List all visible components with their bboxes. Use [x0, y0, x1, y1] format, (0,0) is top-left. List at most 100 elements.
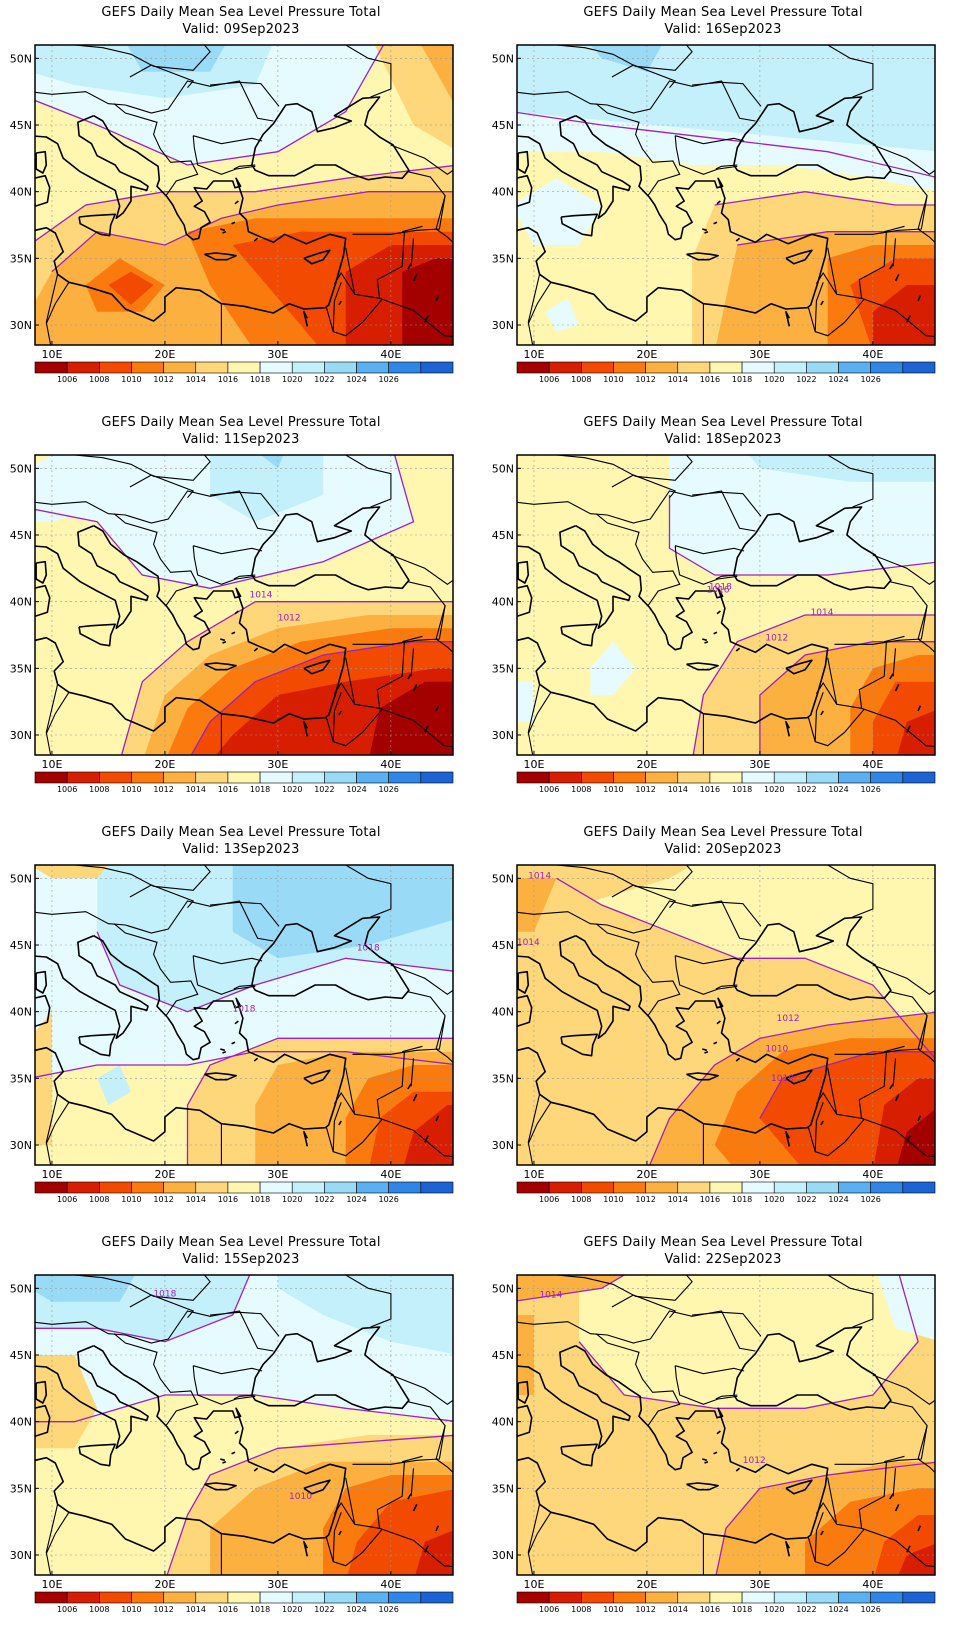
- country-border: [807, 1119, 865, 1157]
- country-border: [193, 545, 263, 555]
- colorbar-label: 1012: [153, 1195, 173, 1204]
- colorbar-swatch: [773, 1181, 807, 1194]
- longitude-label: 40E: [380, 348, 401, 361]
- colorbar: 1006 1008 1010 1012 1014 1016 1018 1020 1022 1024…: [516, 1591, 936, 1614]
- pressure-band: [35, 1011, 52, 1145]
- colorbar-label: 1010: [603, 375, 623, 384]
- coastline: [204, 1482, 237, 1491]
- country-border: [352, 581, 446, 645]
- coastline: [407, 1493, 412, 1500]
- coastline: [785, 1130, 791, 1147]
- colorbar-swatch: [356, 361, 389, 374]
- coastline: [704, 1460, 709, 1464]
- longitude-label: 10E: [41, 1168, 62, 1181]
- country-border: [715, 984, 738, 990]
- country-border: [345, 641, 405, 709]
- coastline: [820, 710, 824, 716]
- colorbar-swatch: [324, 1591, 357, 1604]
- isobar-label: 1014: [249, 591, 272, 601]
- longitude-label: 30E: [267, 758, 288, 771]
- panel-title: GEFS Daily Mean Sea Level Pressure Total: [101, 1235, 381, 1250]
- coastline: [407, 1083, 412, 1090]
- country-border: [692, 81, 762, 107]
- longitude-label: 40E: [862, 1168, 883, 1181]
- country-border: [352, 1401, 446, 1465]
- colorbar-label: 1018: [250, 1605, 270, 1614]
- colorbar-label: 1020: [282, 785, 302, 794]
- colorbar-label: 1006: [539, 785, 559, 794]
- country-border: [527, 1504, 541, 1575]
- colorbar-swatch: [806, 361, 839, 374]
- coastline: [702, 1458, 708, 1462]
- country-border: [35, 1310, 274, 1352]
- country-border: [333, 271, 356, 295]
- colorbar-label: 1024: [346, 1605, 366, 1614]
- panel-title: GEFS Daily Mean Sea Level Pressure Total: [583, 415, 863, 430]
- country-border: [595, 1333, 681, 1427]
- country-border: [917, 195, 935, 244]
- coastline: [713, 1451, 718, 1455]
- colorbar-label: 1014: [668, 375, 688, 384]
- pressure-field: [517, 45, 935, 345]
- colorbar-label: 1008: [89, 375, 109, 384]
- latitude-label: 30N: [492, 729, 514, 742]
- coastline: [785, 249, 813, 265]
- longitude-label: 10E: [523, 758, 544, 771]
- country-border: [402, 635, 423, 643]
- pressure-field: [35, 865, 470, 1165]
- colorbar-label: 1026: [861, 375, 881, 384]
- isobar-label: 1018: [233, 1005, 256, 1015]
- longitude-label: 20E: [636, 348, 657, 361]
- isobar-line: [35, 455, 415, 589]
- pressure-band: [210, 455, 324, 522]
- coastline: [35, 1344, 149, 1450]
- country-border: [815, 1501, 838, 1525]
- isobar-line: [96, 931, 453, 1013]
- coastline: [303, 249, 331, 265]
- colorbar-label: 1018: [732, 375, 752, 384]
- country-border: [332, 1102, 342, 1152]
- country-border: [527, 692, 552, 734]
- colorbar-label: 1024: [346, 1195, 366, 1204]
- colorbar-swatch: [99, 1181, 132, 1194]
- latitude-label: 45N: [492, 529, 514, 542]
- colorbar-label: 1016: [700, 1195, 720, 1204]
- country-border: [834, 581, 928, 645]
- colorbar-label: 1012: [635, 375, 655, 384]
- panel-valid-date: Valid: 22Sep2023: [664, 1252, 782, 1267]
- isobar-label: 1016: [707, 585, 730, 595]
- coastline: [435, 705, 440, 712]
- colorbar-swatch: [66, 1591, 100, 1604]
- longitude-label: 10E: [523, 1168, 544, 1181]
- latitude-label: 30N: [492, 1139, 514, 1152]
- coastline: [820, 1530, 824, 1536]
- coastline: [465, 945, 470, 965]
- country-border: [692, 491, 762, 517]
- coastline: [35, 525, 347, 732]
- coastline: [338, 1120, 342, 1126]
- coastline: [735, 237, 741, 242]
- country-border: [345, 1461, 405, 1529]
- country-border: [517, 1310, 756, 1352]
- coastline: [517, 1344, 631, 1450]
- colorbar-swatch: [838, 1181, 871, 1194]
- colorbar-swatch: [420, 771, 454, 784]
- country-border: [527, 1094, 541, 1165]
- longitude-label: 20E: [636, 758, 657, 771]
- colorbar-label: 1020: [282, 1195, 302, 1204]
- colorbar-swatch: [709, 771, 743, 784]
- isobar-label: 1012: [278, 613, 301, 623]
- map-panel: 1014 1014 1012 1010 1010 50N 45N 40N 35N 30N 10E 20…: [482, 820, 964, 1230]
- coastline: [785, 1540, 791, 1557]
- colorbar-label: 1008: [89, 1605, 109, 1614]
- country-border: [834, 991, 928, 1055]
- latitude-label: 40N: [492, 1006, 514, 1019]
- coastline: [222, 230, 227, 234]
- country-border: [827, 1051, 887, 1119]
- longitude-label: 20E: [636, 1168, 657, 1181]
- country-border: [210, 901, 280, 927]
- map-panel: 50N 45N 40N 35N 30N 10E 20E 30E 40E 1006 1008 1010 1…: [0, 0, 482, 410]
- coastline: [917, 295, 922, 302]
- colorbar-swatch: [131, 361, 164, 374]
